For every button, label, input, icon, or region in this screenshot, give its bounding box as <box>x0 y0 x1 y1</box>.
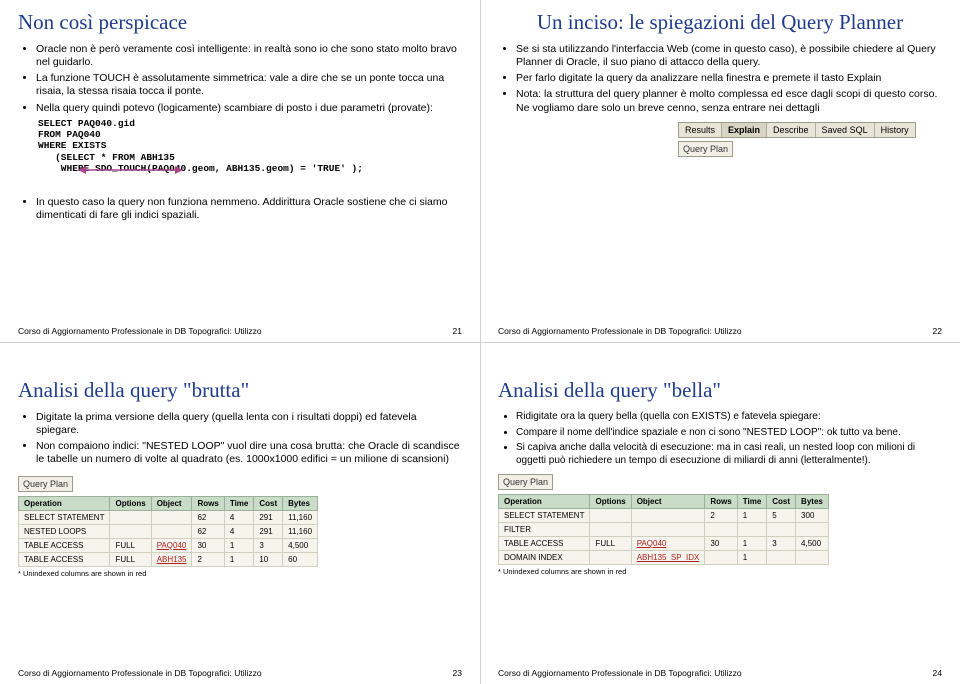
slide-title: Un inciso: le spiegazioni del Query Plan… <box>498 10 942 35</box>
col-operation: Operation <box>19 496 110 510</box>
slide-footer: Corso di Aggiornamento Professionale in … <box>498 326 942 336</box>
footer-text: Corso di Aggiornamento Professionale in … <box>18 668 262 678</box>
bullet: La funzione TOUCH è assolutamente simmet… <box>36 72 462 98</box>
table-row: FILTER <box>499 523 829 537</box>
slide-title: Non così perspicace <box>18 10 462 35</box>
bullet: Ridigitate ora la query bella (quella co… <box>516 411 942 424</box>
col-options: Options <box>590 495 631 509</box>
bullet: Nota: la struttura del query planner è m… <box>516 88 942 114</box>
query-plan-label: Query Plan <box>678 141 733 157</box>
table-row: NESTED LOOPS62429111,160 <box>19 524 318 538</box>
bullet: Digitate la prima versione della query (… <box>36 411 462 437</box>
bullet: Se si sta utilizzando l'interfaccia Web … <box>516 43 942 69</box>
bullet: Non compaiono indici: "NESTED LOOP" vuol… <box>36 440 462 466</box>
col-time: Time <box>737 495 767 509</box>
query-plan-table: Operation Options Object Rows Time Cost … <box>18 496 318 567</box>
table-row: SELECT STATEMENT215300 <box>499 509 829 523</box>
col-bytes: Bytes <box>796 495 829 509</box>
col-options: Options <box>110 496 151 510</box>
query-plan-table: Operation Options Object Rows Time Cost … <box>498 494 829 565</box>
bullet-list: Digitate la prima versione della query (… <box>18 411 462 467</box>
slide-footer: Corso di Aggiornamento Professionale in … <box>18 668 462 678</box>
table-row: TABLE ACCESSFULLPAQ04030134,500 <box>499 537 829 551</box>
slide-title: Analisi della query "bella" <box>498 378 942 403</box>
col-rows: Rows <box>192 496 224 510</box>
slide-footer: Corso di Aggiornamento Professionale in … <box>18 326 462 336</box>
query-plan-label: Query Plan <box>498 474 553 490</box>
bullet: In questo caso la query non funziona nem… <box>36 196 462 222</box>
table-row: TABLE ACCESSFULLABH135211060 <box>19 552 318 566</box>
slide-title: Analisi della query "brutta" <box>18 378 462 403</box>
tab-strip: Results Explain Describe Saved SQL Histo… <box>678 122 916 138</box>
bullet: Si capiva anche dalla velocità di esecuz… <box>516 442 942 467</box>
table-footnote: * Unindexed columns are shown in red <box>498 567 942 576</box>
slide-footer: Corso di Aggiornamento Professionale in … <box>498 668 942 678</box>
bullet: Per farlo digitate la query da analizzar… <box>516 72 942 85</box>
col-object: Object <box>631 495 705 509</box>
table-header: Operation Options Object Rows Time Cost … <box>499 495 829 509</box>
col-bytes: Bytes <box>283 496 318 510</box>
table-header: Operation Options Object Rows Time Cost … <box>19 496 318 510</box>
page-number: 21 <box>453 326 462 336</box>
tab-describe[interactable]: Describe <box>767 123 816 137</box>
col-time: Time <box>224 496 254 510</box>
query-plan-label: Query Plan <box>18 476 73 492</box>
footer-text: Corso di Aggiornamento Professionale in … <box>18 326 262 336</box>
bullet-list: Oracle non è però veramente così intelli… <box>18 43 462 115</box>
horizontal-divider <box>0 342 960 343</box>
bullet-list: Se si sta utilizzando l'interfaccia Web … <box>498 43 942 115</box>
col-cost: Cost <box>254 496 283 510</box>
page-number: 23 <box>453 668 462 678</box>
table-footnote: * Unindexed columns are shown in red <box>18 569 462 578</box>
table-row: SELECT STATEMENT62429111,160 <box>19 510 318 524</box>
tab-history[interactable]: History <box>875 123 915 137</box>
bullet-list: Ridigitate ora la query bella (quella co… <box>498 411 942 467</box>
page-number: 24 <box>933 668 942 678</box>
footer-text: Corso di Aggiornamento Professionale in … <box>498 668 742 678</box>
slide-22: Un inciso: le spiegazioni del Query Plan… <box>480 0 960 342</box>
col-operation: Operation <box>499 495 590 509</box>
slide-21: Non così perspicace Oracle non è però ve… <box>0 0 480 342</box>
slide-23: Analisi della query "brutta" Digitate la… <box>0 342 480 684</box>
bullet: Oracle non è però veramente così intelli… <box>36 43 462 69</box>
tab-results[interactable]: Results <box>679 123 722 137</box>
table-row: TABLE ACCESSFULLPAQ04030134,500 <box>19 538 318 552</box>
tab-explain[interactable]: Explain <box>722 123 767 137</box>
page-number: 22 <box>933 326 942 336</box>
bullet: Compare il nome dell'indice spaziale e n… <box>516 427 942 440</box>
bullet: Nella query quindi potevo (logicamente) … <box>36 102 462 115</box>
slide-24: Analisi della query "bella" Ridigitate o… <box>480 342 960 684</box>
col-cost: Cost <box>767 495 796 509</box>
col-rows: Rows <box>705 495 737 509</box>
swap-arrow-icon <box>78 163 188 177</box>
tab-saved-sql[interactable]: Saved SQL <box>816 123 875 137</box>
table-row: DOMAIN INDEXABH135_SP_IDX1 <box>499 551 829 565</box>
bullet-list: In questo caso la query non funziona nem… <box>18 196 462 222</box>
col-object: Object <box>151 496 192 510</box>
footer-text: Corso di Aggiornamento Professionale in … <box>498 326 742 336</box>
